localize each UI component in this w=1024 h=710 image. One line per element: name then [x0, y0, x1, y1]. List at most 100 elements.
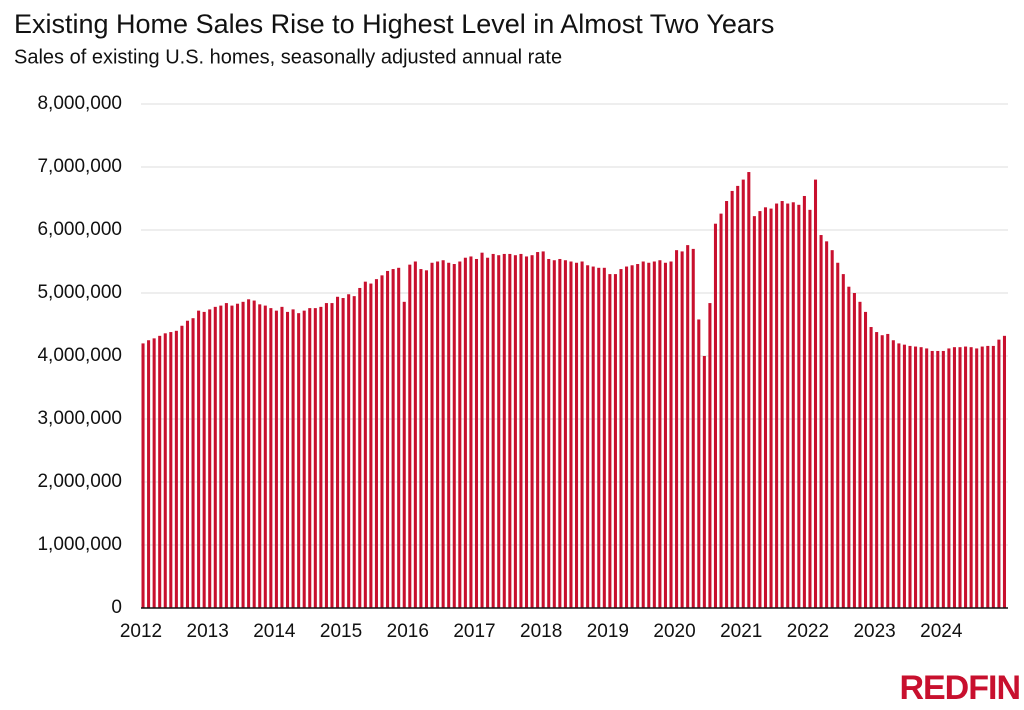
x-tick-label: 2015: [320, 621, 362, 642]
bar: [1002, 335, 1006, 608]
bar: [819, 235, 823, 609]
bar: [513, 255, 517, 608]
bar: [858, 301, 862, 608]
bar: [952, 347, 956, 608]
bar: [880, 335, 884, 608]
bar: [247, 299, 251, 608]
bar: [230, 305, 234, 608]
bar: [558, 258, 562, 608]
bar: [452, 264, 456, 608]
bar: [686, 245, 690, 608]
bar: [480, 252, 484, 608]
bar: [747, 172, 751, 609]
bar: [886, 333, 890, 608]
bar: [575, 262, 579, 608]
bar: [663, 262, 667, 608]
bar: [147, 340, 151, 608]
bar: [702, 356, 706, 608]
bar: [580, 261, 584, 608]
bar: [586, 265, 590, 608]
bar: [708, 303, 712, 608]
y-tick-label: 7,000,000: [37, 156, 122, 177]
bar: [869, 327, 873, 608]
bar: [241, 301, 245, 608]
bar: [374, 279, 378, 608]
bar: [991, 345, 995, 608]
bar: [786, 203, 790, 609]
bar: [185, 320, 190, 608]
bar: [875, 332, 879, 608]
bar: [508, 253, 512, 608]
bar: [563, 260, 567, 608]
bar: [530, 255, 534, 608]
bar: [797, 204, 801, 609]
bar: [813, 179, 818, 608]
bar: [541, 251, 545, 609]
bar: [864, 311, 868, 608]
bar: [330, 303, 334, 608]
bar: [969, 347, 973, 608]
bar: [780, 201, 784, 608]
bar: [291, 309, 295, 608]
bar: [258, 304, 262, 608]
bar: [152, 338, 156, 608]
y-tick-label: 1,000,000: [37, 534, 122, 555]
bar: [980, 346, 984, 608]
bar: [919, 347, 923, 608]
bar: [713, 223, 717, 608]
bar: [319, 306, 323, 608]
bar: [619, 269, 623, 608]
bar: [852, 293, 856, 608]
bar: [908, 345, 912, 608]
bar: [197, 310, 201, 608]
x-tick-label: 2016: [387, 621, 429, 642]
bar: [491, 253, 495, 608]
bar: [902, 344, 906, 608]
bar: [652, 261, 656, 608]
x-tick-label: 2022: [787, 621, 829, 642]
bar: [208, 309, 212, 608]
bar: [802, 195, 806, 609]
bar: [274, 310, 278, 608]
bar: [597, 267, 601, 608]
bar: [975, 348, 979, 608]
bar: [602, 267, 606, 608]
bar: [213, 306, 217, 608]
bar: [547, 258, 551, 608]
bar: [524, 256, 529, 608]
bar: [308, 308, 312, 608]
bar: [297, 313, 301, 608]
bar: [191, 318, 195, 608]
bar: [358, 287, 362, 608]
bar: [536, 252, 540, 609]
chart-title: Existing Home Sales Rise to Highest Leve…: [14, 9, 774, 39]
bar: [441, 260, 445, 608]
bar: [752, 216, 756, 608]
bar: [347, 294, 351, 608]
bar: [280, 306, 284, 608]
bar: [174, 330, 178, 608]
bar: [841, 274, 845, 608]
bar: [763, 207, 768, 608]
bar: [825, 241, 829, 608]
bar: [675, 250, 679, 608]
y-tick-label: 3,000,000: [37, 408, 122, 429]
bar: [847, 286, 851, 608]
bar: [608, 274, 612, 608]
x-tick-label: 2024: [920, 621, 963, 642]
bar: [897, 343, 901, 608]
bar: [914, 346, 918, 608]
bar: [447, 262, 451, 608]
bar: [669, 261, 673, 608]
bar: [269, 308, 273, 608]
logo: REDFIN: [899, 669, 1020, 707]
bar: [658, 260, 662, 608]
bar: [408, 264, 412, 608]
x-tick-label: 2020: [653, 621, 695, 642]
bar: [419, 269, 423, 608]
bar: [936, 350, 940, 608]
bar: [324, 303, 328, 608]
bar: [641, 261, 645, 608]
bar: [363, 281, 367, 608]
bar: [791, 202, 795, 608]
